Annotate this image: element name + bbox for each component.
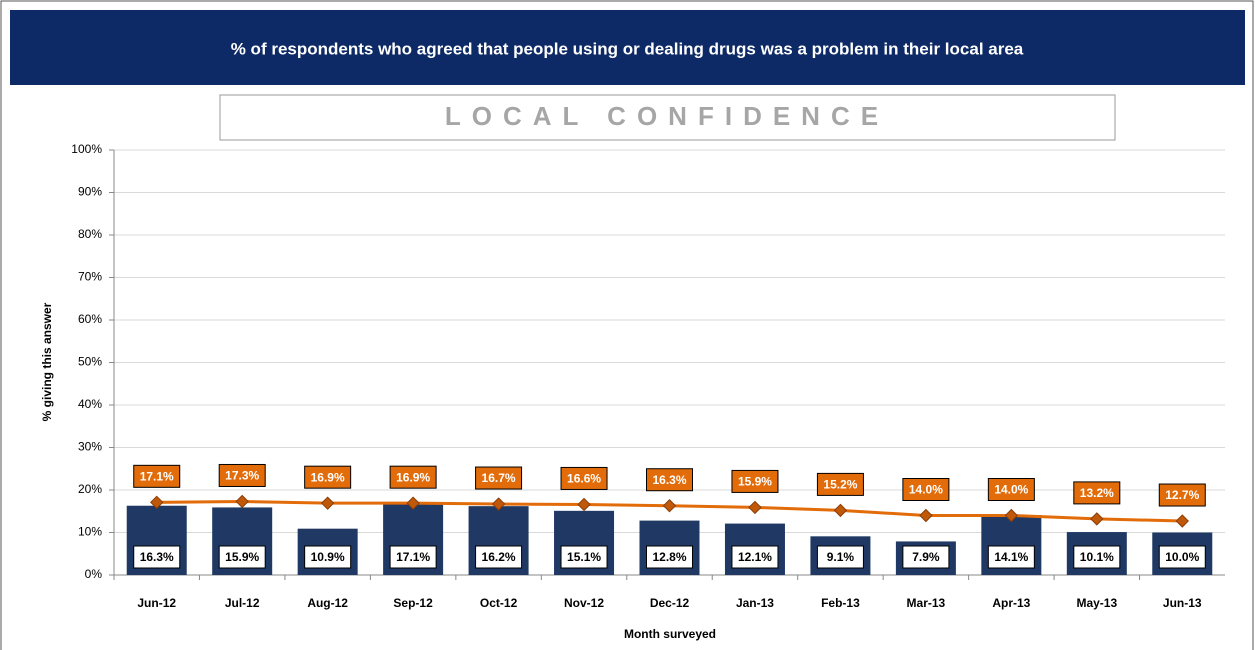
y-tick-label: 40% [78,397,102,411]
x-tick-label: Nov-12 [564,596,604,610]
data-label: 14.0% [994,483,1028,497]
data-label-box [304,465,352,489]
subtitle-box [219,94,1116,141]
y-tick-label: 70% [78,270,102,284]
x-tick-label: Jun-13 [1163,596,1202,610]
data-label-box [646,468,693,492]
y-tick-label: 100% [71,142,102,156]
marker [1090,512,1104,526]
x-tick-label: Jan-13 [736,596,774,610]
x-tick-label: Sep-12 [393,596,433,610]
marker [833,503,848,518]
x-axis-title: Month surveyed [624,627,716,641]
data-label: 15.9% [738,475,772,489]
data-label-box [816,472,864,496]
x-tick-label: Dec-12 [650,596,690,610]
data-label-box [731,545,779,569]
x-tick-label: Feb-13 [821,596,860,610]
marker [919,508,933,523]
data-label-box [1073,545,1121,569]
data-label: 16.6% [567,472,601,486]
data-label: 16.3% [140,550,174,564]
data-label: 15.9% [225,550,259,564]
marker [1175,514,1189,528]
data-label-box [560,545,608,569]
x-tick-label: Oct-12 [480,596,518,610]
marker [150,495,164,510]
y-tick-label: 30% [78,440,102,454]
y-tick-label: 60% [78,312,102,326]
data-label: 7.9% [912,550,940,564]
data-label: 10.9% [311,550,345,564]
data-label-box [1158,545,1206,569]
x-tick-label: Aug-12 [307,596,348,610]
data-label: 15.1% [567,550,601,564]
marker [1004,508,1019,523]
marker [406,496,420,510]
data-label-box [987,478,1035,501]
marker [577,497,591,512]
y-tick-label: 20% [78,482,102,496]
marker [662,499,677,513]
x-tick-label: Apr-13 [992,596,1030,610]
x-tick-label: Mar-13 [907,596,946,610]
data-label: 17.1% [396,550,430,564]
data-label: 16.2% [482,550,516,564]
y-tick-label: 10% [78,525,102,539]
data-label-box [218,545,266,569]
y-tick-label: 80% [78,227,102,241]
x-tick-label: Jun-12 [137,596,176,610]
data-label: 10.1% [1080,550,1114,564]
data-label-box [475,466,523,490]
data-label: 9.1% [827,550,855,564]
data-label: 17.3% [225,469,259,483]
data-label-box [133,545,181,569]
marker [235,494,249,509]
data-label: 16.7% [482,471,516,485]
data-label-box [389,465,437,489]
data-label-box [133,464,181,488]
data-label: 14.0% [909,483,943,497]
data-label: 17.1% [140,469,174,483]
y-tick-label: 0% [85,567,103,581]
y-axis-title: % giving this answer [40,302,54,421]
x-tick-label: May-13 [1076,596,1117,610]
data-label: 12.8% [652,550,686,564]
data-label: 16.9% [311,470,345,484]
data-label-box [987,545,1035,569]
y-tick-label: 50% [78,355,102,369]
data-label-box [902,545,950,569]
y-tick-label: 90% [78,185,102,199]
marker [320,496,335,510]
data-label-box [218,463,266,487]
data-label-box [1073,481,1121,505]
header-bar [10,10,1245,85]
subtitle: LOCAL CONFIDENCE [445,101,889,131]
data-label-box [902,478,950,501]
marker [748,500,762,515]
data-label-box [304,545,352,569]
data-label: 12.7% [1165,488,1199,502]
data-label-box [389,545,437,569]
data-label: 12.1% [738,550,772,564]
data-label-box [816,545,864,569]
chart-title: % of respondents who agreed that people … [231,39,1024,58]
data-label-box [731,469,779,493]
data-label-box [560,466,608,490]
data-label: 14.1% [994,550,1028,564]
data-label: 16.3% [652,473,686,487]
data-label: 10.0% [1165,550,1199,564]
data-label: 13.2% [1080,486,1114,500]
marker [491,497,506,511]
data-label: 16.9% [396,470,430,484]
data-label: 15.2% [823,478,857,492]
data-label-box [1158,483,1206,507]
x-tick-label: Jul-12 [225,596,260,610]
data-label-box [475,545,523,569]
data-label-box [646,545,693,569]
